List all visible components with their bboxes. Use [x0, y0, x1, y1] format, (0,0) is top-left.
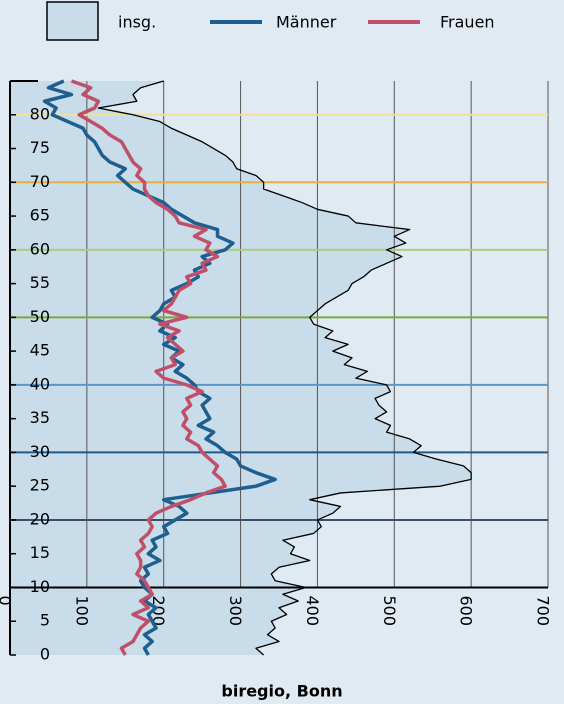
y-tick-label: 5 [40, 611, 50, 630]
x-tick-label: 600 [457, 595, 476, 626]
legend-swatch [46, 1, 99, 41]
legend-label: insg. [118, 13, 156, 32]
line [70, 79, 227, 656]
x-tick-label: 100 [72, 595, 91, 626]
y-tick-label: 50 [30, 307, 50, 326]
legend-label: Frauen [440, 13, 495, 32]
y-tick-label: 30 [30, 442, 50, 461]
x-tick-label: 700 [534, 595, 553, 626]
y-tick-label: 0 [40, 645, 50, 664]
x-tick-label: 200 [149, 595, 168, 626]
y-tick-label: 70 [30, 172, 50, 191]
x-tick-label: 300 [226, 595, 245, 626]
y-tick-label: 10 [30, 577, 50, 596]
area-outline [97, 80, 472, 656]
legend-label: Männer [276, 13, 337, 32]
x-tick-label: 500 [380, 595, 399, 626]
y-tick-label: 75 [30, 138, 50, 157]
y-tick-label: 40 [30, 374, 50, 393]
y-tick-label: 45 [30, 341, 50, 360]
y-tick-label: 15 [30, 543, 50, 562]
x-axis-label: biregio, Bonn [221, 682, 342, 701]
y-tick-label: 60 [30, 239, 50, 258]
line [42, 79, 277, 656]
y-tick-label: 80 [30, 104, 50, 123]
x-tick-label: 400 [303, 595, 322, 626]
y-tick-label: 20 [30, 509, 50, 528]
y-tick-label: 55 [30, 273, 50, 292]
y-tick-label: 25 [30, 476, 50, 495]
x-tick-label: 0 [0, 595, 15, 605]
y-tick-label: 35 [30, 408, 50, 427]
y-tick-label: 65 [30, 206, 50, 225]
